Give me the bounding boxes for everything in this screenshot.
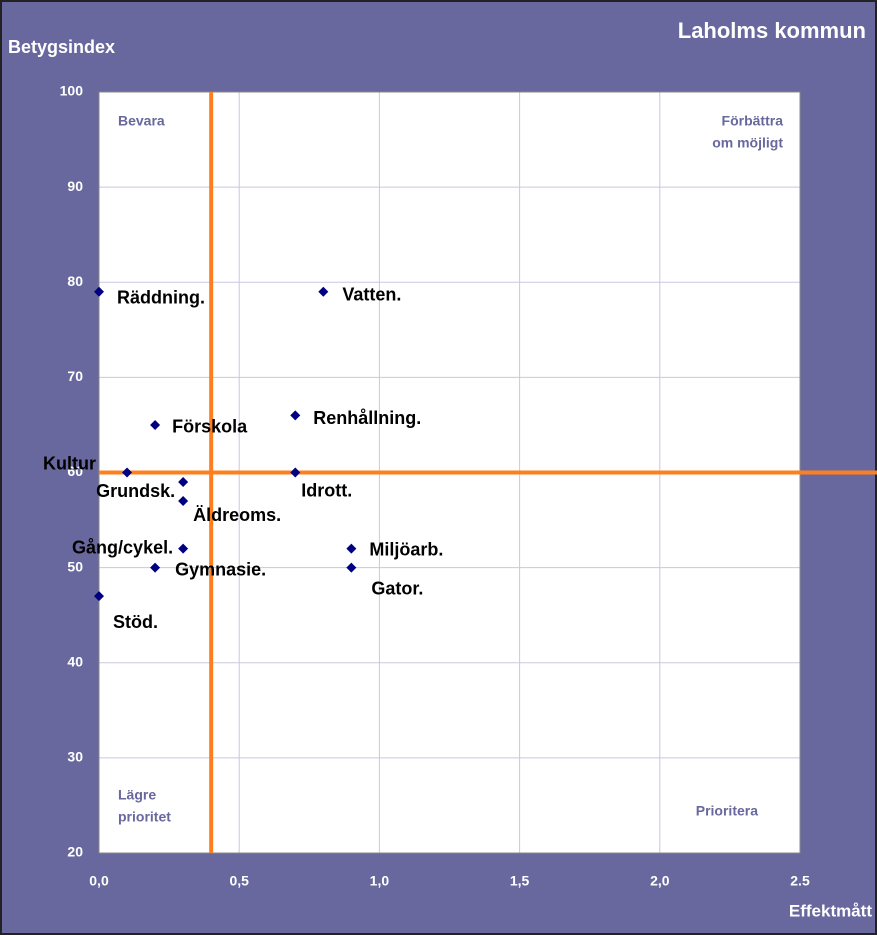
x-axis-label: Effektmått bbox=[789, 901, 872, 920]
y-tick-label: 80 bbox=[67, 273, 83, 289]
point-label: Kultur bbox=[43, 453, 96, 473]
data-point bbox=[150, 562, 161, 573]
point-label: Gång/cykel. bbox=[72, 537, 173, 557]
y-tick-label: 40 bbox=[67, 653, 83, 669]
point-label: Stöd. bbox=[113, 612, 158, 632]
x-tick-label: 2,0 bbox=[650, 873, 670, 889]
data-point bbox=[122, 467, 133, 478]
data-point bbox=[290, 410, 301, 421]
point-label: Miljöarb. bbox=[369, 539, 443, 559]
chart-title: Laholms kommun bbox=[678, 18, 866, 43]
data-point bbox=[346, 543, 357, 554]
point-label: Idrott. bbox=[301, 480, 352, 500]
y-tick-label: 70 bbox=[67, 368, 83, 384]
y-tick-label: 30 bbox=[67, 749, 83, 765]
x-tick-label: 1,5 bbox=[510, 873, 530, 889]
point-label: Gator. bbox=[371, 578, 423, 598]
point-label: Grundsk. bbox=[96, 481, 175, 501]
data-point bbox=[178, 543, 189, 554]
point-label: Gymnasie. bbox=[175, 559, 266, 579]
y-tick-label: 20 bbox=[67, 844, 83, 860]
quadrant-label: Bevara bbox=[118, 113, 165, 129]
data-point bbox=[94, 286, 104, 297]
x-tick-label: 0,0 bbox=[89, 873, 109, 889]
data-point bbox=[290, 467, 301, 478]
point-label: Renhållning. bbox=[313, 408, 421, 428]
quadrant-label: Lägre bbox=[118, 787, 156, 803]
data-point bbox=[150, 419, 161, 430]
quadrant-label: Förbättra bbox=[722, 113, 784, 129]
data-point bbox=[178, 477, 189, 488]
y-tick-label: 100 bbox=[60, 83, 84, 99]
y-tick-label: 50 bbox=[67, 558, 83, 574]
point-label: Räddning. bbox=[117, 288, 205, 308]
quadrant-label: om möjligt bbox=[712, 135, 783, 151]
point-label: Förskola bbox=[172, 417, 248, 437]
x-tick-label: 0,5 bbox=[229, 873, 249, 889]
x-tick-label: 2.5 bbox=[790, 873, 810, 889]
data-point bbox=[178, 496, 189, 507]
x-tick-label: 1,0 bbox=[370, 873, 390, 889]
data-point bbox=[94, 591, 104, 602]
quadrant-label: prioritet bbox=[118, 809, 171, 825]
quadrant-label: Prioritera bbox=[696, 803, 758, 819]
y-axis-label: Betygsindex bbox=[8, 37, 115, 57]
data-point bbox=[346, 562, 357, 573]
y-tick-label: 60 bbox=[67, 463, 83, 479]
y-tick-label: 90 bbox=[67, 178, 83, 194]
data-point bbox=[318, 286, 329, 297]
point-label: Äldreoms. bbox=[193, 505, 281, 525]
point-label: Vatten. bbox=[342, 285, 401, 305]
